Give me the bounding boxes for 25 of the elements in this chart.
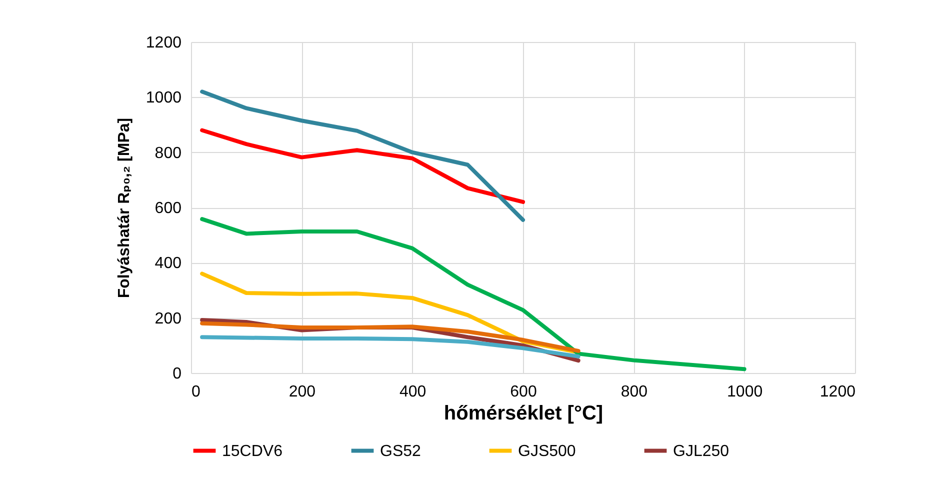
legend-label: GJL250 (673, 442, 730, 460)
line-series (200, 335, 580, 358)
y-tick-label: 400 (154, 255, 182, 272)
x-tick-label: 1000 (727, 384, 763, 400)
x-tick-label: 400 (399, 384, 426, 400)
x-tick-label: 1200 (820, 384, 856, 400)
x-tick-label: 800 (620, 384, 648, 400)
legend-label: GS52 (380, 442, 422, 460)
y-axis-title: Folyáshatár Rₚ₀,₂ [MPa] (116, 118, 133, 298)
y-tick-label: 0 (172, 366, 182, 382)
y-tick-label: 800 (154, 144, 182, 162)
y-tick-label: 1200 (146, 34, 182, 52)
x-axis-title: hőmérséklet [°C] (444, 402, 604, 424)
legend-label: GJS500 (518, 442, 576, 460)
line-series (200, 217, 746, 372)
line-series (200, 90, 525, 222)
x-tick-label: 200 (288, 384, 316, 400)
line-series (200, 321, 580, 353)
y-tick-label: 600 (154, 200, 182, 217)
x-tick-label: 0 (192, 384, 200, 400)
y-tick-label: 1000 (146, 90, 182, 107)
x-tick-label: 600 (510, 384, 537, 400)
legend-label: 15CDV6 (222, 442, 283, 460)
line-series (200, 128, 525, 204)
y-tick-label: 200 (154, 310, 182, 328)
